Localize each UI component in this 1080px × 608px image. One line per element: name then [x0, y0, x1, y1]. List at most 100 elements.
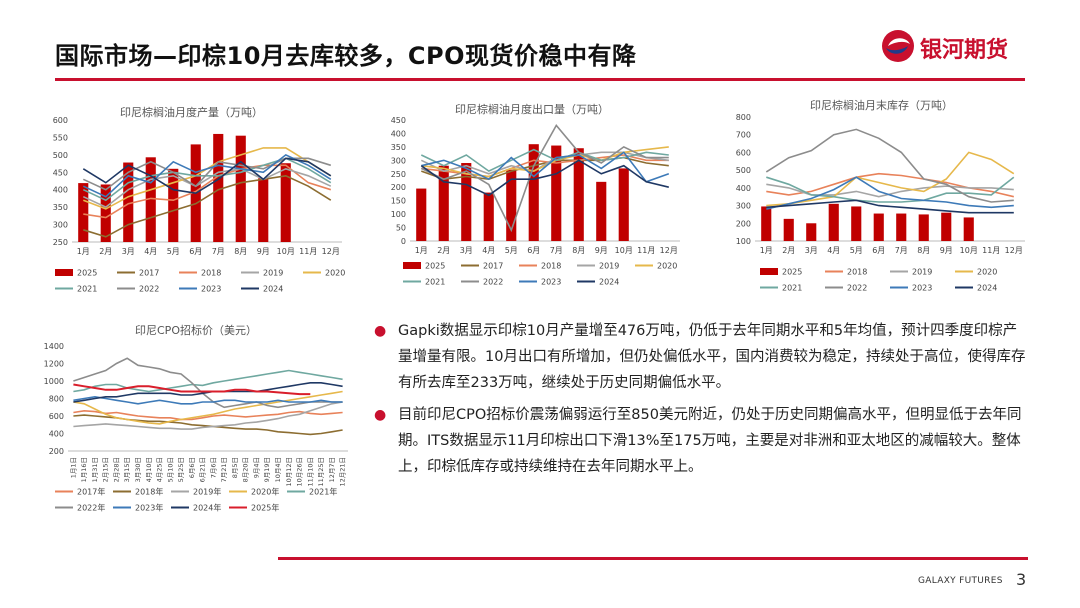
- x-tick-label: 2月: [437, 246, 450, 255]
- chart-title: 印尼棕榈油月度产量（万吨）: [120, 106, 263, 119]
- footer-brand: GALAXY FUTURES: [918, 576, 1003, 586]
- x-tick-label: 9月: [595, 246, 608, 255]
- x-tick-label: 3月: [805, 246, 818, 255]
- y-tick-label: 1000: [44, 377, 64, 386]
- bullet-dot-icon: ●: [374, 323, 387, 339]
- x-tick-label: 9月19日: [263, 457, 271, 482]
- series-line: [73, 390, 343, 425]
- logo-text: 银河期货: [920, 38, 1009, 63]
- series-line: [420, 123, 669, 233]
- legend-label: 2020年: [251, 487, 279, 497]
- y-tick-label: 1400: [44, 342, 64, 351]
- series-line: [82, 153, 332, 198]
- x-tick-label: 5月: [167, 247, 180, 256]
- brand-logo: 银河期货: [880, 28, 1040, 64]
- y-tick-label: 800: [736, 113, 751, 122]
- legend-label: 2018年: [135, 487, 163, 497]
- x-tick-label: 12月: [660, 246, 678, 255]
- bar-mark: [963, 217, 974, 241]
- x-tick-label: 10月12日: [285, 457, 293, 487]
- x-tick-label: 7月: [212, 247, 225, 256]
- y-tick-label: 450: [391, 116, 406, 125]
- stocks-plot: 100 200 300 400 500 600 700 800 1月 2月 3月 4月 5月 6月 7月 8月…: [736, 113, 1025, 293]
- legend-label: 2021: [77, 285, 97, 294]
- legend-label: 2025: [77, 269, 97, 278]
- x-tick-label: 5月25日: [177, 457, 185, 482]
- series-line: [73, 409, 343, 421]
- y-tick-label: 300: [736, 202, 751, 211]
- series-line: [765, 128, 1014, 203]
- cpo-tender-chart: 印尼CPO招标价（美元） 200 400 600 800 1000 1200 1400 1月1…: [30, 316, 360, 526]
- bar-mark: [941, 212, 952, 241]
- series-line: [766, 199, 1014, 214]
- bar-mark: [618, 168, 629, 241]
- legend-label: 2025: [425, 262, 445, 271]
- y-tick-label: 1200: [44, 360, 64, 369]
- bar-mark: [783, 218, 794, 241]
- legend-label: 2020: [657, 262, 677, 271]
- legend-label: 2020: [977, 268, 997, 277]
- bullet-text: 目前印尼CPO招标价震荡偏弱运行至850美元附近，仍处于历史同期偏高水平，但明显…: [398, 407, 1022, 475]
- y-tick-label: 250: [53, 238, 68, 247]
- y-tick-label: 200: [49, 447, 64, 456]
- bar-mark: [573, 148, 584, 241]
- x-tick-label: 6月: [189, 247, 202, 256]
- x-tick-label: 11月: [982, 246, 1000, 255]
- bar-mark: [438, 165, 449, 241]
- bar-mark: [461, 163, 472, 241]
- x-tick-label: 2月: [99, 247, 112, 256]
- series-line: [73, 369, 343, 393]
- bar-mark: [280, 163, 291, 242]
- legend-label: 2017: [139, 269, 159, 278]
- bar-mark: [168, 168, 179, 242]
- legend-label: 2018: [847, 268, 867, 277]
- y-tick-label: 50: [396, 224, 406, 233]
- legend-label: 2022: [139, 285, 159, 294]
- legend-label: 2018: [201, 269, 221, 278]
- x-tick-label: 10月4日: [274, 457, 282, 482]
- y-tick-label: 500: [53, 151, 68, 160]
- bar-mark: [100, 184, 111, 242]
- x-tick-label: 9月4日: [252, 457, 260, 478]
- bar-mark: [873, 213, 884, 241]
- series-line: [82, 167, 332, 209]
- series-line: [73, 383, 311, 396]
- bar-mark: [596, 181, 607, 241]
- legend-swatch: [55, 269, 73, 276]
- y-tick-label: 350: [53, 203, 68, 212]
- series-line: [83, 174, 332, 238]
- x-tick-label: 6月: [527, 246, 540, 255]
- legend-label: 2024年: [193, 503, 221, 513]
- x-tick-label: 8月: [572, 246, 585, 255]
- bar-mark: [506, 169, 517, 241]
- x-tick-label: 4月10日: [145, 457, 153, 482]
- commentary: ● Gapki数据显示印棕10月产量增至476万吨，仍低于去年同期水平和5年均值…: [370, 318, 1030, 486]
- x-tick-label: 5月10日: [166, 457, 174, 482]
- stocks-chart: 印尼棕榈油月末库存（万吨） 100 200 300 400 500 600 700 800 1月…: [720, 93, 1050, 298]
- legend-label: 2021: [782, 284, 802, 293]
- legend-label: 2017: [483, 262, 503, 271]
- bar-mark: [806, 223, 817, 241]
- bar-mark: [123, 162, 134, 242]
- y-tick-label: 0: [401, 237, 406, 246]
- page-title: 国际市场—印棕10月去库较多，CPO现货价稳中有降: [55, 42, 637, 70]
- footer-rule: [278, 557, 1028, 560]
- bar-mark: [213, 133, 224, 242]
- x-tick-label: 8月: [917, 246, 930, 255]
- x-tick-label: 2月: [782, 246, 795, 255]
- y-tick-label: 200: [736, 219, 751, 228]
- legend-label: 2023: [912, 284, 932, 293]
- bar-mark: [918, 214, 929, 241]
- bar-mark: [483, 192, 494, 241]
- legend-label: 2019年: [193, 487, 221, 497]
- x-tick-label: 2月28日: [112, 457, 120, 482]
- galaxy-logo-icon: [882, 30, 914, 62]
- y-tick-label: 100: [391, 210, 406, 219]
- x-tick-label: 1月: [760, 246, 773, 255]
- y-tick-label: 200: [391, 183, 406, 192]
- y-tick-label: 400: [53, 186, 68, 195]
- x-tick-label: 10月: [277, 247, 295, 256]
- x-tick-label: 11月: [637, 246, 655, 255]
- x-tick-label: 3月15日: [123, 457, 131, 482]
- x-tick-label: 9月: [940, 246, 953, 255]
